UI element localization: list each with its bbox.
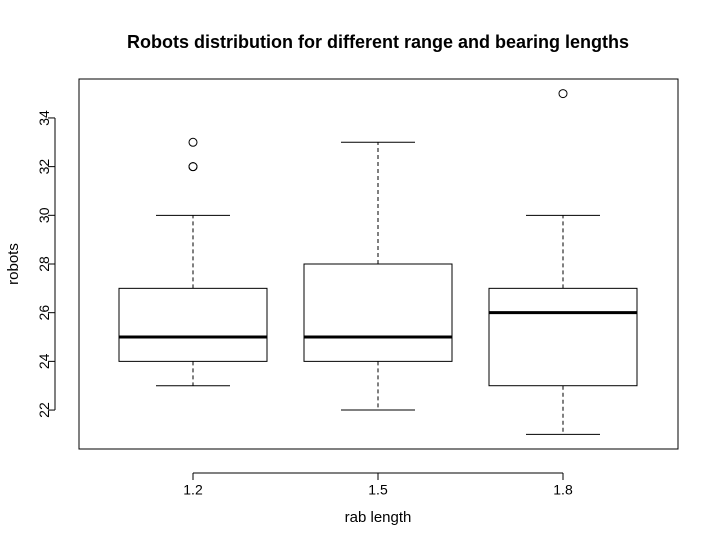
x-tick-label: 1.2 <box>183 481 203 497</box>
box-iqr <box>488 287 638 387</box>
x-tick-label: 1.8 <box>553 481 573 497</box>
y-tick-label: 24 <box>36 353 52 369</box>
y-axis-label: robots <box>5 243 22 285</box>
box-iqr <box>118 287 268 362</box>
box-iqr <box>303 263 453 362</box>
outlier-point <box>188 137 198 147</box>
chart-title: Robots distribution for different range … <box>127 32 629 52</box>
y-tick-label: 32 <box>36 159 52 175</box>
outlier-point <box>188 162 198 172</box>
box-group-1-8 <box>488 89 638 435</box>
x-tick-label: 1.5 <box>368 481 388 497</box>
box-group-1-5 <box>303 141 453 411</box>
y-tick-label: 26 <box>36 305 52 321</box>
y-tick-label: 30 <box>36 207 52 223</box>
box-group-1-2 <box>118 137 268 387</box>
x-axis-label: rab length <box>345 509 412 526</box>
y-tick-label: 28 <box>36 256 52 272</box>
x-axis: 1.2 1.5 1.8 <box>183 472 573 497</box>
plot-frame <box>78 78 679 450</box>
y-tick-label: 22 <box>36 402 52 418</box>
boxes-layer <box>118 89 638 435</box>
outlier-point <box>558 89 568 99</box>
y-axis: 22 24 26 28 30 32 34 <box>36 110 56 418</box>
y-tick-label: 34 <box>36 110 52 126</box>
